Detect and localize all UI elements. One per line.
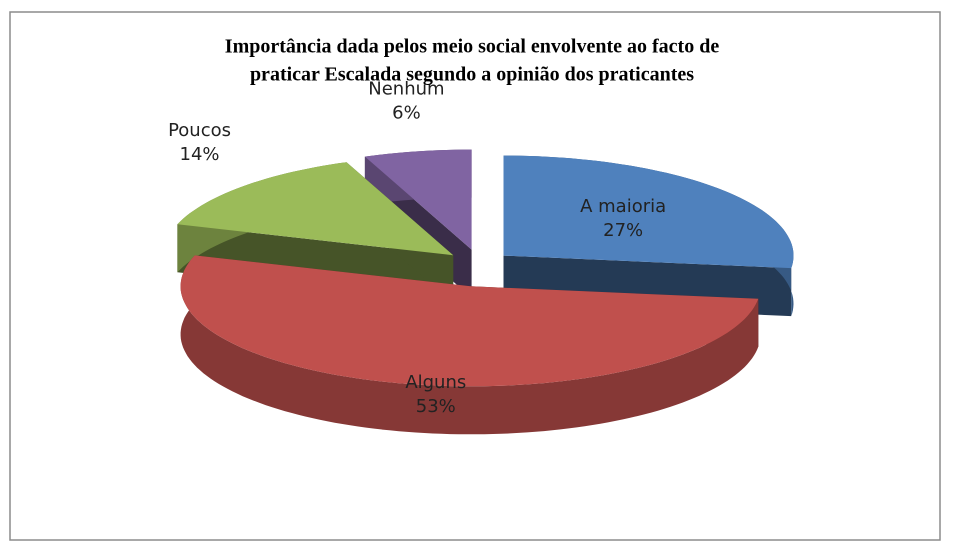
chart-title: Importância dada pelos meio social envol…: [225, 36, 720, 58]
data-label: 27%: [603, 220, 643, 241]
slice: [177, 162, 454, 256]
slice: [180, 255, 759, 435]
chart-title: praticar Escalada segundo a opinião dos …: [250, 64, 694, 86]
data-label: Nenhum: [368, 79, 444, 100]
data-label: 14%: [180, 144, 220, 165]
data-label: 53%: [416, 396, 456, 417]
data-label: Alguns: [405, 372, 466, 393]
slice: [364, 149, 472, 250]
chart-frame: [9, 11, 941, 541]
slice: [503, 155, 794, 269]
slice-wall: [180, 255, 759, 435]
data-label: A maioria: [580, 196, 666, 217]
data-label: Poucos: [168, 120, 231, 141]
data-label: 6%: [392, 103, 421, 124]
slice: [180, 255, 759, 387]
